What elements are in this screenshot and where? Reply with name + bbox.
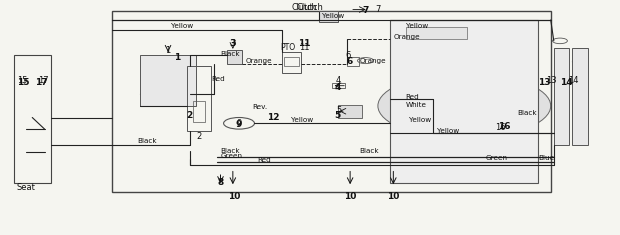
Bar (347, 57, 360, 67)
Circle shape (443, 98, 486, 114)
Text: 15: 15 (17, 76, 27, 85)
Text: 17: 17 (38, 76, 49, 85)
Bar (332, 83, 345, 88)
Text: 3: 3 (230, 39, 236, 48)
Text: Orange: Orange (360, 58, 386, 64)
Bar (405, 27, 467, 39)
Text: 14: 14 (568, 76, 578, 85)
Text: Seat: Seat (17, 183, 35, 192)
Circle shape (180, 93, 188, 96)
Bar (319, 11, 338, 22)
Text: Black: Black (360, 148, 379, 154)
Text: Yellow: Yellow (409, 117, 431, 123)
Circle shape (378, 73, 551, 138)
Text: 10: 10 (229, 192, 241, 201)
Text: 2: 2 (197, 132, 202, 141)
Text: Green: Green (486, 155, 508, 161)
Text: 16: 16 (495, 123, 506, 133)
Text: Yellow: Yellow (291, 117, 314, 123)
Circle shape (140, 93, 149, 96)
Text: Yellow: Yellow (405, 23, 428, 29)
Bar (338, 105, 363, 118)
Text: 7: 7 (362, 6, 369, 15)
Text: 13: 13 (538, 78, 551, 87)
Bar (554, 48, 569, 145)
Text: 6: 6 (346, 51, 351, 60)
Text: Black: Black (516, 110, 536, 116)
Text: 11: 11 (298, 39, 310, 48)
Text: 13: 13 (546, 76, 556, 85)
Text: PTO: PTO (280, 43, 296, 52)
Text: 10: 10 (344, 192, 356, 201)
Text: 1: 1 (174, 53, 180, 62)
Bar (140, 55, 196, 106)
Bar (227, 50, 242, 64)
Text: Red: Red (257, 157, 272, 164)
Circle shape (160, 93, 169, 96)
Text: 14: 14 (560, 78, 572, 87)
Text: Black: Black (221, 51, 240, 57)
Text: 5: 5 (335, 111, 341, 120)
Text: Red: Red (405, 94, 419, 100)
Text: 16: 16 (498, 122, 511, 131)
Text: 6: 6 (347, 57, 353, 66)
Text: 4: 4 (336, 76, 341, 85)
Text: 10: 10 (387, 192, 399, 201)
Text: 12: 12 (267, 113, 279, 122)
Circle shape (170, 93, 179, 96)
Text: 3: 3 (230, 39, 236, 48)
Text: 5: 5 (336, 106, 341, 115)
Text: Orange: Orange (245, 58, 272, 64)
Text: 4: 4 (335, 83, 341, 92)
Text: 11: 11 (299, 43, 310, 52)
Text: Clutch: Clutch (296, 3, 324, 12)
Text: 9: 9 (236, 120, 242, 129)
Text: Blue: Blue (538, 155, 554, 161)
Bar (14, 55, 51, 183)
Text: Yellow: Yellow (322, 13, 345, 20)
Text: Green: Green (221, 153, 242, 159)
Text: Red: Red (211, 76, 225, 82)
Text: 8: 8 (218, 178, 224, 187)
Bar (282, 52, 301, 73)
Bar (193, 101, 205, 122)
Text: Black: Black (137, 138, 157, 144)
Text: Rev.: Rev. (252, 104, 268, 110)
Circle shape (409, 85, 520, 127)
Text: Orange: Orange (393, 34, 420, 40)
Text: 1: 1 (166, 46, 171, 55)
Text: Yellow: Yellow (171, 23, 193, 29)
Bar (112, 11, 551, 192)
Text: 15: 15 (17, 78, 29, 87)
Text: 7: 7 (375, 5, 380, 14)
Bar (572, 48, 588, 145)
Text: 2: 2 (187, 111, 193, 120)
Text: White: White (405, 102, 427, 108)
Text: Yellow: Yellow (436, 129, 459, 134)
Text: 9: 9 (236, 119, 242, 128)
Text: Clutch: Clutch (291, 3, 317, 12)
Bar (390, 20, 538, 183)
Bar (284, 57, 299, 67)
Bar (187, 67, 211, 131)
Text: 17: 17 (35, 78, 48, 87)
Text: Black: Black (221, 148, 240, 154)
Circle shape (150, 93, 159, 96)
